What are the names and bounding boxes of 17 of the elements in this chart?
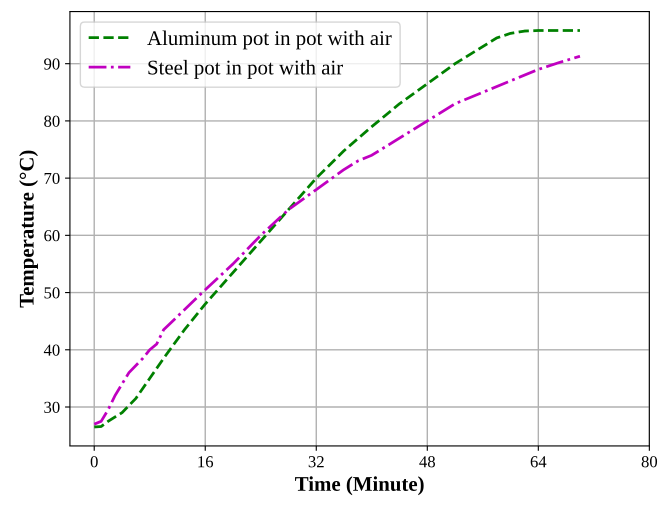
y-tick-label: 50 [44,287,60,299]
x-tick-label: 32 [308,456,324,468]
x-axis-title: Time (Minute) [295,476,424,496]
y-tick-label: 90 [44,58,60,70]
y-tick-label: 80 [44,116,60,127]
y-tick-label: 40 [44,344,60,356]
x-tick-label: 48 [419,456,435,468]
x-tick-label: 80 [642,456,658,468]
y-axis-title: Temperature (°C) [19,150,38,308]
y-tick-label: 60 [44,230,60,242]
x-tick-label: 0 [90,456,98,468]
y-tick-label: 70 [44,172,60,184]
y-tick-label: 30 [44,402,60,413]
legend-label: Steel pot in pot with air [148,60,343,79]
legend-label: Aluminum pot in pot with air [147,30,392,50]
x-tick-label: 64 [530,456,546,468]
x-tick-label: 16 [198,456,214,468]
